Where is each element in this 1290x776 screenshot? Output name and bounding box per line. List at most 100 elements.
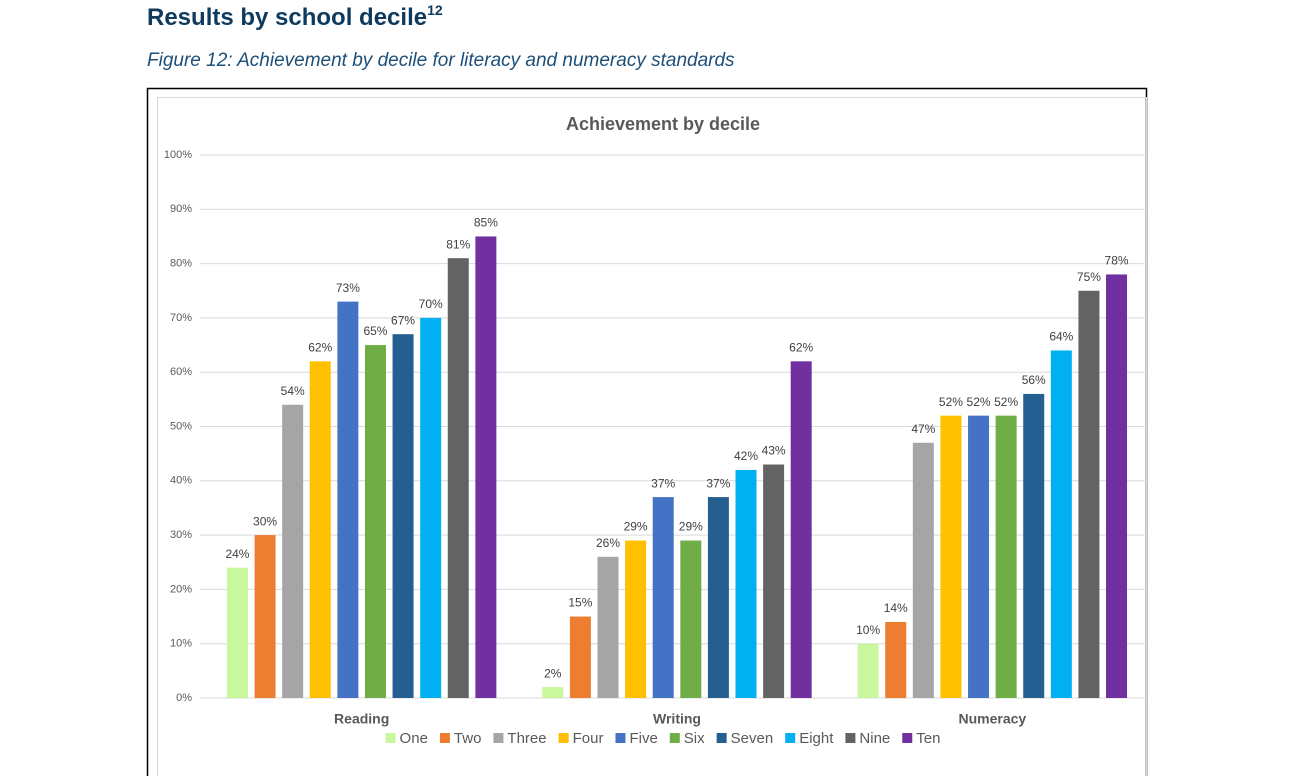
y-tick-label: 70%	[170, 312, 192, 324]
bar	[475, 236, 497, 698]
bar	[420, 317, 442, 698]
legend-swatch	[669, 733, 680, 743]
legend-swatch	[845, 733, 856, 743]
data-label: 62%	[308, 341, 332, 355]
bar	[1078, 290, 1100, 698]
y-tick-label: 80%	[170, 258, 192, 270]
bar	[735, 469, 757, 698]
data-label: 24%	[225, 547, 249, 561]
data-label: 2%	[544, 666, 562, 680]
bar	[885, 621, 907, 698]
data-label: 37%	[706, 476, 730, 490]
y-tick-label: 90%	[170, 203, 192, 215]
data-label: 52%	[994, 395, 1018, 409]
legend-label: Seven	[731, 730, 774, 747]
data-label: 15%	[568, 596, 592, 610]
legend-label: One	[400, 730, 428, 747]
legend-swatch	[439, 733, 450, 743]
bar	[1050, 350, 1072, 698]
bar	[912, 442, 934, 698]
bar	[542, 687, 564, 698]
data-label: 73%	[336, 281, 360, 295]
data-label: 85%	[474, 216, 498, 230]
legend-swatch	[902, 733, 913, 743]
figure-caption: Figure 12: Achievement by decile for lit…	[147, 50, 735, 71]
data-label: 42%	[734, 449, 758, 463]
data-label: 62%	[789, 341, 813, 355]
data-label: 64%	[1049, 330, 1073, 344]
bar	[995, 415, 1017, 698]
bar	[226, 567, 248, 698]
legend-swatch	[493, 733, 504, 743]
legend-swatch	[558, 733, 569, 743]
bar	[447, 258, 469, 698]
x-tick-label: Writing	[653, 711, 701, 727]
data-label: 52%	[939, 395, 963, 409]
chart-area	[157, 97, 1147, 776]
bar	[790, 361, 812, 698]
heading-text: Results by school decile	[147, 4, 427, 31]
data-label: 75%	[1077, 270, 1101, 284]
bar	[707, 497, 729, 698]
chart-title: Achievement by decile	[566, 114, 760, 134]
legend-swatch	[716, 733, 727, 743]
data-label: 29%	[679, 520, 703, 534]
y-tick-label: 60%	[170, 366, 192, 378]
legend-label: Six	[684, 730, 705, 747]
legend-label: Three	[507, 730, 546, 747]
bar	[337, 301, 359, 698]
bar	[857, 643, 879, 698]
data-label: 52%	[967, 395, 991, 409]
data-label: 56%	[1022, 373, 1046, 387]
bar	[968, 415, 990, 698]
y-tick-label: 30%	[170, 529, 192, 541]
data-label: 37%	[651, 476, 675, 490]
bar	[597, 556, 619, 698]
legend-label: Four	[573, 730, 604, 747]
bar	[625, 540, 647, 698]
y-tick-label: 0%	[176, 692, 192, 704]
legend-label: Two	[454, 730, 482, 747]
bar	[940, 415, 962, 698]
data-label: 43%	[762, 444, 786, 458]
x-tick-label: Reading	[334, 711, 389, 727]
legend-label: Five	[629, 730, 657, 747]
data-label: 67%	[391, 313, 415, 327]
bar	[569, 616, 591, 698]
section-heading: Results by school decile12	[147, 2, 443, 32]
data-label: 81%	[446, 237, 470, 251]
legend-swatch	[785, 733, 796, 743]
bar	[309, 361, 331, 698]
data-label: 14%	[884, 601, 908, 615]
data-label: 78%	[1105, 254, 1129, 268]
bar	[392, 334, 414, 698]
bar	[763, 464, 785, 698]
data-label: 10%	[856, 623, 880, 637]
legend-label: Nine	[859, 730, 890, 747]
data-label: 70%	[419, 297, 443, 311]
legend-label: Ten	[916, 730, 940, 747]
data-label: 47%	[911, 422, 935, 436]
bar	[254, 535, 276, 698]
data-label: 65%	[363, 324, 387, 338]
y-tick-label: 20%	[170, 583, 192, 595]
bar	[680, 540, 702, 698]
bar	[652, 497, 674, 698]
bar	[1106, 274, 1128, 698]
legend: One Two Three Four Five Six Seven Eight Nine Ten	[385, 730, 940, 747]
bar	[364, 345, 386, 698]
legend-swatch	[385, 733, 396, 743]
y-tick-label: 50%	[170, 420, 192, 432]
legend-swatch	[615, 733, 626, 743]
bar	[1023, 393, 1045, 698]
bar	[282, 404, 304, 698]
y-tick-label: 10%	[170, 638, 192, 650]
legend-label: Eight	[799, 730, 834, 747]
data-label: 54%	[281, 384, 305, 398]
data-label: 29%	[624, 520, 648, 534]
x-tick-label: Numeracy	[958, 711, 1026, 727]
y-tick-label: 40%	[170, 475, 192, 487]
y-tick-label: 100%	[164, 149, 192, 161]
